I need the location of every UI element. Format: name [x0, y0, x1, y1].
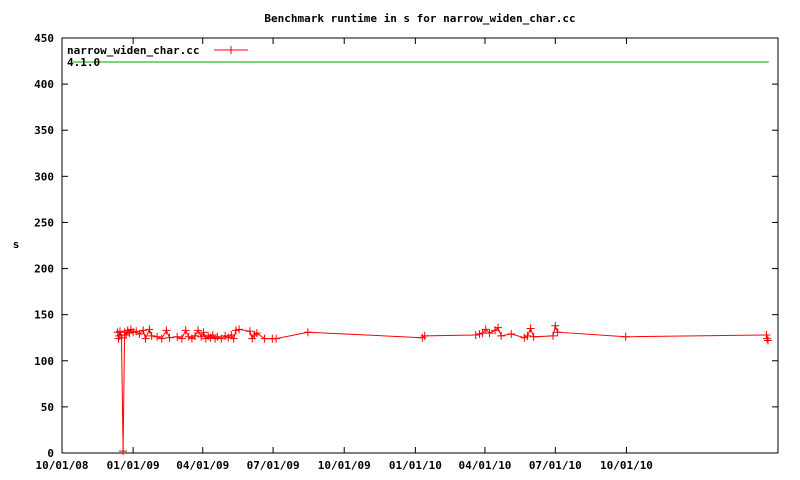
data-point	[497, 331, 506, 340]
series-line-0	[117, 323, 769, 452]
data-point	[507, 330, 516, 339]
data-point	[529, 332, 538, 341]
data-point	[621, 332, 630, 341]
data-point	[485, 329, 494, 338]
data-point	[165, 333, 174, 342]
data-point	[119, 447, 128, 456]
data-point	[199, 328, 208, 337]
data-point	[162, 326, 171, 335]
x-tick-label: 10/01/08	[36, 459, 89, 472]
y-tick-label: 150	[34, 309, 54, 322]
x-tick-label: 04/01/10	[458, 459, 511, 472]
data-point	[272, 334, 281, 343]
data-point	[763, 334, 772, 343]
data-point	[245, 327, 254, 336]
legend-marker-0	[227, 46, 235, 54]
y-axis-label: s	[13, 238, 20, 251]
y-tick-label: 100	[34, 355, 54, 368]
data-point	[197, 332, 206, 341]
data-point	[117, 333, 126, 342]
data-point	[141, 334, 150, 343]
data-point	[260, 334, 269, 343]
y-tick-label: 400	[34, 78, 54, 91]
data-point	[494, 323, 503, 332]
chart-title: Benchmark runtime in s for narrow_widen_…	[264, 12, 575, 25]
data-point	[177, 334, 186, 343]
x-tick-label: 10/01/09	[318, 459, 371, 472]
y-tick-label: 0	[47, 447, 54, 460]
x-tick-label: 07/01/09	[247, 459, 300, 472]
data-point	[523, 331, 532, 340]
data-point	[181, 326, 190, 335]
legend-label-0: narrow_widen_char.cc	[67, 44, 199, 57]
data-point	[213, 332, 222, 341]
data-point	[139, 326, 148, 335]
data-point	[147, 331, 156, 340]
data-point	[471, 330, 480, 339]
data-point	[157, 334, 166, 343]
data-point	[551, 321, 560, 330]
legend-label-1: 4.1.0	[67, 56, 100, 69]
data-point	[762, 330, 771, 339]
data-point	[235, 325, 244, 334]
x-tick-label: 04/01/09	[176, 459, 229, 472]
data-point	[303, 328, 312, 337]
data-point	[481, 325, 490, 334]
data-point	[125, 329, 134, 338]
data-point	[194, 326, 203, 335]
y-tick-label: 50	[41, 401, 54, 414]
x-tick-label: 01/01/09	[107, 459, 160, 472]
y-tick-label: 250	[34, 216, 54, 229]
data-point	[548, 331, 557, 340]
data-point	[420, 331, 429, 340]
x-tick-label: 01/01/10	[389, 459, 442, 472]
data-point	[115, 327, 124, 336]
y-tick-label: 300	[34, 170, 54, 183]
data-point	[229, 334, 238, 343]
y-tick-label: 200	[34, 263, 54, 276]
data-point	[135, 330, 144, 339]
legend: narrow_widen_char.cc4.1.0	[67, 44, 248, 69]
data-point	[173, 332, 182, 341]
y-tick-label: 350	[34, 124, 54, 137]
x-tick-label: 07/01/10	[529, 459, 582, 472]
data-point	[145, 325, 154, 334]
data-point	[252, 329, 261, 338]
x-tick-label: 10/01/10	[600, 459, 653, 472]
data-point	[526, 324, 535, 333]
data-point	[153, 332, 162, 341]
data-point	[190, 331, 199, 340]
plot-frame	[61, 37, 779, 454]
data-point	[553, 328, 562, 337]
y-tick-label: 450	[34, 32, 54, 45]
data-point	[763, 336, 772, 345]
